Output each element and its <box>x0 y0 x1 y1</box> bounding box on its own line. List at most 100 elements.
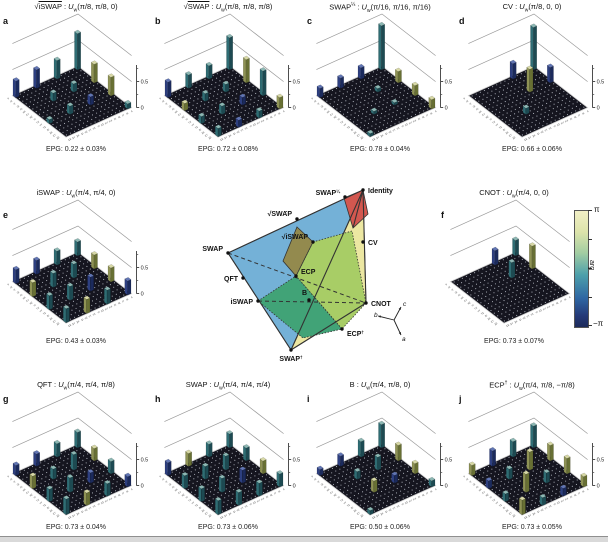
svg-text:XZ: XZ <box>333 493 338 498</box>
svg-text:IY: IY <box>317 102 321 106</box>
weyl-edge <box>290 302 367 351</box>
zero-bar-dots <box>319 445 433 514</box>
svg-text:XZ: XZ <box>333 115 338 120</box>
bar <box>255 479 263 497</box>
bar <box>222 80 230 93</box>
svg-text:IX: IX <box>582 112 586 116</box>
panel-title: CV : Uw(π/8, 0, 0) <box>502 2 562 14</box>
pauli-tick-labels: IIIXIYIZXIXXXYXZYIYXYYYZZIZXZYZZIIIXIYIZ… <box>7 283 134 328</box>
svg-text:XZ: XZ <box>556 123 561 128</box>
svg-text:IZ: IZ <box>118 301 122 305</box>
bar <box>87 93 95 106</box>
svg-text:XZ: XZ <box>100 309 105 314</box>
svg-text:YZ: YZ <box>236 130 241 135</box>
bar <box>53 439 61 458</box>
svg-text:IY: IY <box>13 102 17 106</box>
bar <box>53 56 61 80</box>
svg-text:IX: IX <box>430 112 434 116</box>
svg-text:YI: YI <box>185 118 189 122</box>
svg-text:ZY: ZY <box>52 319 57 323</box>
panel-e: iSWAP : Uw(π/4, π/4, 0) e 0 0.5 II IX IY IZ XI XX… <box>0 186 152 352</box>
svg-text:ZY: ZY <box>490 319 495 323</box>
weyl-label-b: B <box>302 290 307 297</box>
svg-text:IX: IX <box>10 477 14 481</box>
svg-text:YZ: YZ <box>346 125 351 130</box>
svg-text:XY: XY <box>542 307 547 312</box>
svg-text:XX: XX <box>478 110 483 115</box>
bar <box>107 73 115 97</box>
z-gridlines <box>12 391 132 460</box>
epg-label: EPG: 0.50 ± 0.06% <box>350 524 410 531</box>
svg-text:XZ: XZ <box>100 501 105 506</box>
svg-text:ZY: ZY <box>224 514 229 518</box>
svg-text:YZ: YZ <box>84 316 89 321</box>
svg-text:XY: XY <box>26 298 31 303</box>
colorbar-tick <box>588 239 592 240</box>
bar <box>353 467 361 480</box>
svg-text:YX: YX <box>492 498 497 503</box>
svg-text:ZZ: ZZ <box>372 515 377 519</box>
svg-text:YY: YY <box>544 506 549 511</box>
svg-text:ZY: ZY <box>224 136 229 140</box>
svg-text:XI: XI <box>265 495 269 499</box>
bar <box>185 71 193 89</box>
svg-text:II: II <box>7 97 10 100</box>
svg-text:XI: XI <box>20 485 24 489</box>
svg-text:YY: YY <box>39 501 44 506</box>
svg-text:ZI: ZI <box>47 314 51 318</box>
epg-label: EPG: 0.73 ± 0.04% <box>46 524 106 531</box>
svg-text:ZY: ZY <box>508 511 513 515</box>
chi-matrix-bars <box>12 428 132 516</box>
bar <box>489 447 497 467</box>
weyl-point-ecp <box>340 327 344 331</box>
chi-matrix-bars <box>509 23 554 115</box>
svg-text:ZZ: ZZ <box>220 137 225 141</box>
svg-text:XY: XY <box>482 490 487 495</box>
pauli-tick-labels: IIIXIYIZXIXXXYXZYIYXYYYZZIZXZYZZIIIXIYIZ… <box>311 97 438 142</box>
z-tick-label: 0.5 <box>141 266 149 272</box>
svg-text:YX: YX <box>474 306 479 311</box>
bar <box>74 428 82 449</box>
svg-text:IZ: IZ <box>320 105 324 109</box>
svg-text:ZZ: ZZ <box>360 136 365 140</box>
z-tick-label: 0 <box>445 106 448 112</box>
svg-text:YZ: YZ <box>42 125 47 130</box>
svg-text:YI: YI <box>401 503 405 507</box>
svg-text:II: II <box>283 488 286 491</box>
z-tick-label: 0.5 <box>141 80 149 86</box>
bar <box>90 60 98 84</box>
svg-text:ZY: ZY <box>72 514 77 518</box>
svg-text:XX: XX <box>109 497 114 502</box>
svg-text:YZ: YZ <box>236 508 241 513</box>
svg-text:IZ: IZ <box>16 483 20 487</box>
svg-text:YI: YI <box>535 311 539 315</box>
bar <box>543 469 551 484</box>
bar <box>29 278 37 298</box>
bar <box>70 80 78 93</box>
svg-text:XY: XY <box>464 298 469 303</box>
svg-text:IX: IX <box>582 490 586 494</box>
svg-text:IZ: IZ <box>422 115 426 119</box>
bar <box>357 63 365 80</box>
bar <box>357 437 365 458</box>
weyl-hidden-edge <box>227 252 367 304</box>
svg-text:ZZ: ZZ <box>360 514 365 518</box>
svg-text:II: II <box>7 475 10 478</box>
weyl-point-b <box>307 298 311 302</box>
svg-text:ZI: ZI <box>537 510 541 514</box>
svg-text:XI: XI <box>20 293 24 297</box>
bar <box>103 479 111 497</box>
svg-text:ZY: ZY <box>72 136 77 140</box>
bar <box>49 465 57 480</box>
svg-text:XZ: XZ <box>485 115 490 120</box>
svg-text:XX: XX <box>478 488 483 493</box>
bar <box>49 269 57 288</box>
bar <box>46 291 54 311</box>
bar <box>33 256 41 275</box>
panel-b: √SWAP : Uw(π/8, π/8, π/8) b 0 0.5 II IX IY IZ XI… <box>152 0 304 166</box>
svg-text:YI: YI <box>337 496 341 500</box>
bar <box>124 99 132 110</box>
svg-text:IX: IX <box>10 99 14 103</box>
svg-text:XX: XX <box>565 119 570 124</box>
svg-text:IX: IX <box>162 99 166 103</box>
